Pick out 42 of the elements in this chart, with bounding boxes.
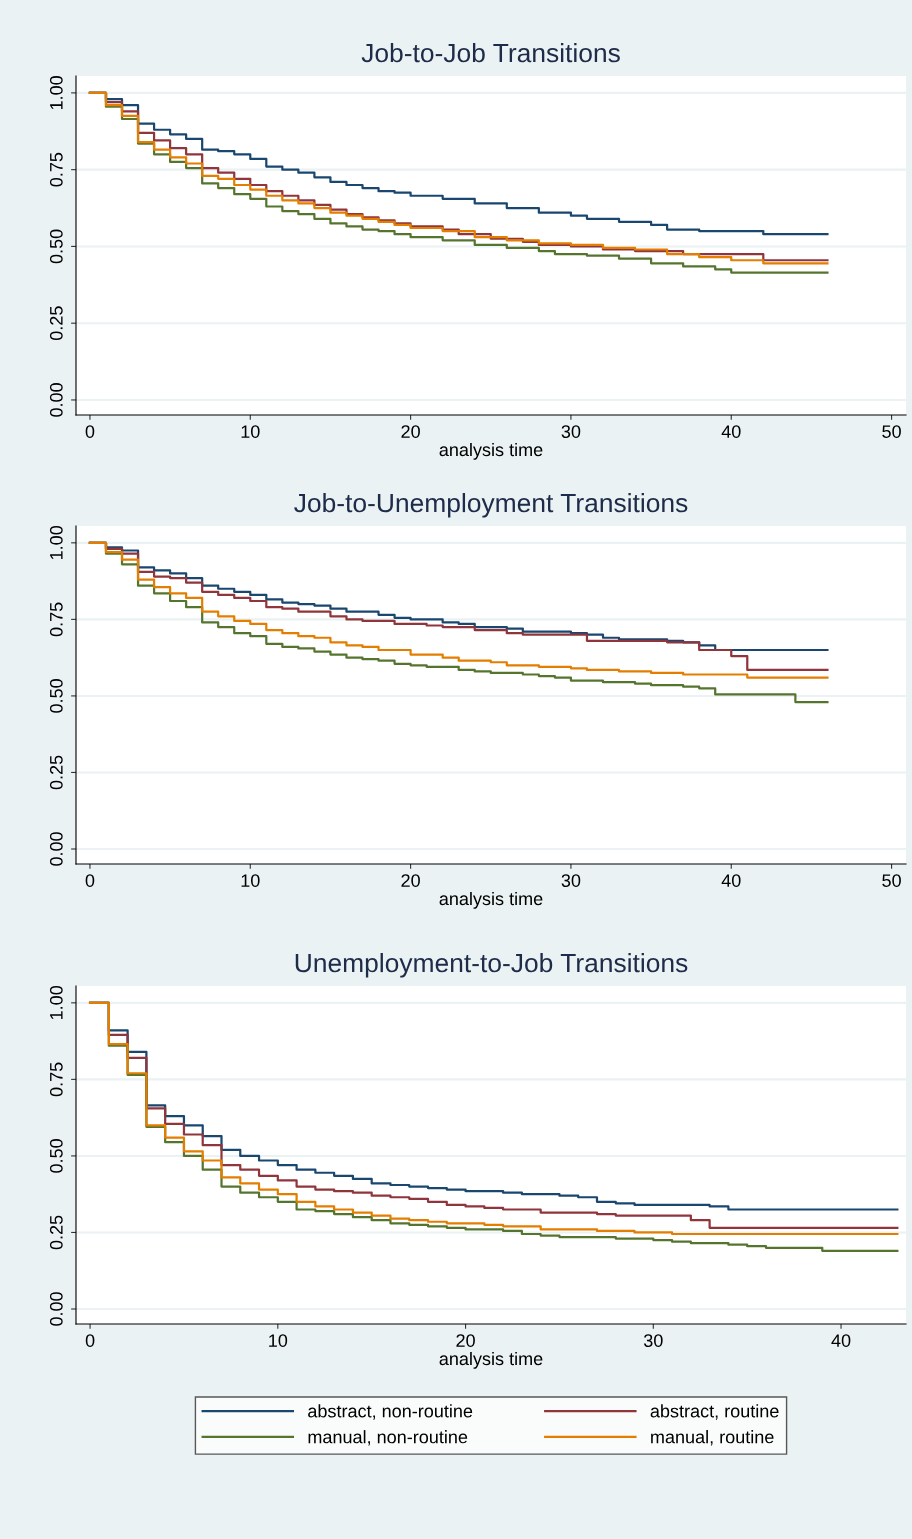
legend-label: abstract, routine [650,1404,779,1420]
x-axis-title: analysis time [439,891,543,909]
legend-label: manual, routine [651,1430,774,1446]
x-tick-label: 10 [269,1334,288,1347]
x-tick-label: 20 [401,874,420,887]
y-tick-label: 0.50 [49,679,63,713]
y-tick-label: 0.25 [49,755,63,790]
y-tick-label: 1.00 [49,525,63,560]
y-tick-label: 0.50 [49,229,63,264]
chart-title: Job-to-Unemployment Transitions [294,492,688,518]
y-tick-label: 0.75 [49,602,63,637]
y-tick-label: 0.50 [49,1139,63,1173]
y-tick-label: 0.00 [49,832,63,866]
y-tick-label: 0.00 [49,383,63,417]
x-tick-label: 50 [882,874,901,887]
y-tick-label: 0.00 [49,1292,63,1326]
y-tick-label: 0.75 [49,1062,63,1097]
x-tick-label: 10 [241,874,260,887]
y-tick-label: 0.25 [49,1215,63,1250]
y-tick-label: 1.00 [49,985,63,1020]
x-tick-label: 50 [882,425,901,438]
x-tick-label: 0 [85,874,95,887]
x-tick-label: 10 [241,425,260,438]
x-tick-label: 30 [561,425,581,438]
x-tick-label: 30 [561,874,581,887]
legend-label: manual, non-routine [308,1430,468,1446]
x-tick-label: 30 [643,1334,663,1347]
y-tick-label: 0.25 [49,306,63,341]
x-tick-label: 0 [85,425,95,438]
y-tick-label: 1.00 [49,76,63,110]
x-tick-label: 20 [401,425,420,438]
x-tick-label: 0 [85,1334,95,1347]
x-tick-label: 40 [831,1334,851,1347]
x-tick-label: 40 [721,874,741,887]
x-tick-label: 20 [456,1334,475,1347]
y-tick-label: 0.75 [49,152,63,187]
x-axis-title: analysis time [439,442,543,460]
legend-label: abstract, non-routine [308,1404,473,1420]
x-axis-title: analysis time [439,1351,543,1369]
chart-title: Job-to-Job Transitions [361,42,620,63]
chart-title: Unemployment-to-Job Transitions [295,952,688,978]
x-tick-label: 40 [721,425,741,438]
